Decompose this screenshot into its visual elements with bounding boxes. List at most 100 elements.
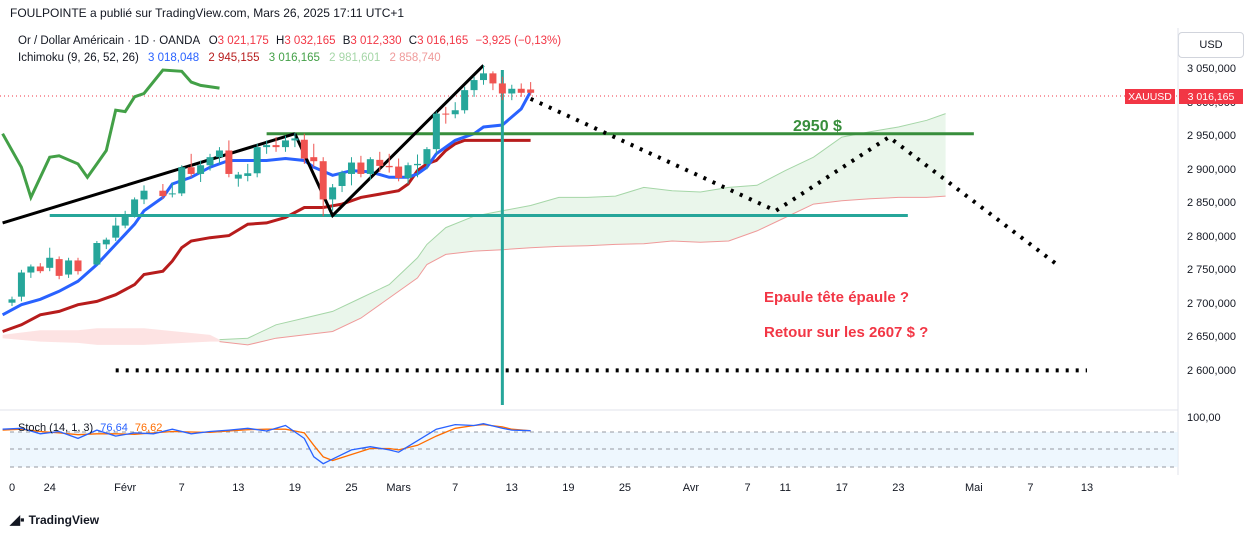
low-label: B — [342, 35, 351, 47]
level-annotation: 2950 $ — [793, 118, 842, 135]
price-tick-label: 2 900,000 — [1187, 163, 1236, 176]
candle-body — [55, 259, 63, 276]
time-tick-label: 25 — [618, 482, 632, 494]
candle-body — [338, 172, 346, 187]
candle-body — [404, 165, 412, 178]
high-value: 3 032,165 — [284, 35, 336, 47]
time-tick-label: 7 — [1027, 482, 1034, 494]
ichimoku-name[interactable]: Ichimoku (9, 26, 52, 26) — [18, 52, 139, 64]
candle-body — [93, 243, 101, 265]
candle-body — [159, 190, 167, 197]
candle-body — [527, 89, 535, 93]
currency-button[interactable]: USD — [1178, 32, 1244, 58]
candle-body — [65, 260, 73, 275]
ichimoku-kijun-value: 2 945,155 — [208, 52, 260, 64]
time-tick-label: 11 — [779, 482, 791, 494]
ichimoku-chikou-value: 3 016,165 — [268, 52, 320, 64]
time-tick-label: 13 — [1080, 482, 1094, 494]
stoch-name[interactable]: Stoch (14, 1, 3) — [18, 422, 94, 434]
time-tick-label: 13 — [232, 482, 245, 494]
candle-body — [206, 157, 214, 166]
candle-body — [131, 199, 139, 215]
stoch-legend: Stoch (14, 1, 3) 76,64 76,62 — [18, 422, 162, 434]
time-tick-label: 23 — [892, 482, 905, 494]
stoch-axis-tick: 100,00 — [1187, 412, 1221, 424]
time-tick-label: 13 — [505, 482, 518, 494]
time-tick-label: 7 — [452, 482, 459, 494]
candle-body — [442, 113, 450, 115]
price-tick-label: 2 600,000 — [1187, 364, 1236, 377]
cloud-fill-red — [2, 328, 220, 345]
stoch-k-value: 76,64 — [100, 422, 128, 434]
target-annotation: Retour sur les 2607 $ ? — [764, 324, 929, 341]
candle-body — [178, 167, 186, 194]
span-a-line — [219, 113, 946, 341]
candle-body — [102, 239, 110, 245]
price-tick-label: 2 750,000 — [1187, 264, 1236, 277]
brand-name: TradingView — [28, 513, 100, 527]
change-value: −3,925 (−0,13%) — [475, 35, 562, 47]
candle-body — [140, 190, 148, 200]
tradingview-logo[interactable]: ◢▪ TradingView — [10, 512, 99, 528]
candle-body — [27, 266, 35, 273]
price-tick-label: 2 800,000 — [1187, 230, 1236, 243]
candle-body — [347, 162, 355, 174]
candle-body — [461, 90, 469, 111]
candle-body — [225, 150, 233, 174]
candle-body — [300, 139, 308, 159]
close-label: C — [408, 35, 418, 47]
candle-body — [470, 80, 478, 91]
ichimoku-cloud — [2, 113, 946, 346]
candle-body — [168, 193, 176, 195]
candle-body — [517, 88, 525, 93]
low-value: 3 012,330 — [350, 35, 402, 47]
tradingview-logo-icon: ◢▪ — [10, 512, 25, 527]
candle-body — [74, 260, 82, 272]
price-tick-label: 2 850,000 — [1187, 197, 1236, 210]
trend-line-0 — [2, 132, 296, 225]
candle-body — [46, 257, 54, 268]
candle-body — [281, 140, 289, 148]
candle-body — [498, 83, 506, 94]
span-b-line — [219, 195, 946, 346]
stoch-d-value: 76,62 — [134, 422, 163, 434]
time-tick-label: Mai — [964, 482, 983, 494]
publisher-caption: FOULPOINTE a publié sur TradingView.com,… — [10, 6, 405, 20]
tenkan-line — [1, 90, 532, 317]
candle-body — [112, 225, 120, 238]
candle-body — [413, 163, 421, 166]
candle-body — [385, 165, 393, 168]
candle-body — [263, 145, 271, 148]
time-tick-label: 24 — [43, 482, 56, 494]
time-tick-label: 0 — [8, 482, 16, 494]
ichimoku-spanA-value: 2 981,601 — [329, 52, 381, 64]
last-price-tag: 3 016,165 — [1179, 89, 1243, 104]
time-tick-label: 17 — [835, 482, 848, 494]
candle-body — [357, 162, 365, 174]
candle-body — [489, 73, 497, 84]
chikou-line — [1, 68, 220, 202]
candles — [8, 65, 535, 307]
ichimoku-tenkan-value: 3 018,048 — [148, 52, 200, 64]
candle-body — [329, 187, 337, 200]
price-tick-label: 2 650,000 — [1187, 331, 1236, 344]
candle-body — [310, 157, 318, 162]
open-label: O — [208, 35, 218, 47]
candle-body — [480, 73, 487, 81]
candle-body — [8, 299, 16, 303]
price-tick-label: 2 700,000 — [1187, 297, 1236, 310]
candle-body — [376, 159, 384, 166]
candle-body — [17, 272, 25, 297]
candle-body — [215, 150, 223, 158]
candle-body — [253, 147, 261, 174]
candle-body — [197, 165, 205, 174]
ichimoku-spanB-value: 2 858,740 — [389, 52, 441, 64]
candle-body — [366, 159, 374, 174]
time-tick-label: 7 — [744, 482, 751, 494]
symbol-title[interactable]: Or / Dollar Américain · 1D · OANDA — [18, 35, 200, 47]
candle-body — [272, 145, 280, 148]
price-tick-label: 3 050,000 — [1187, 63, 1236, 75]
time-tick-label: Févr — [114, 482, 137, 494]
symbol-legend: Or / Dollar Américain · 1D · OANDA O3 02… — [18, 35, 561, 47]
